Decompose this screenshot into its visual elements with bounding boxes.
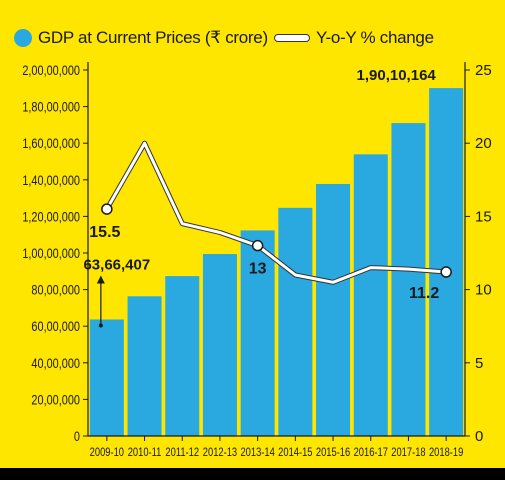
yoy-label-mid: 13 — [249, 261, 267, 278]
bar-2012-13 — [202, 254, 237, 436]
left-tick-label: 20,00,000 — [31, 392, 80, 408]
first-bar-pointer-head — [96, 275, 105, 284]
yoy-label-first: 15.5 — [89, 224, 120, 241]
yoy-marker — [101, 203, 113, 215]
x-tick-label: 2013-14 — [240, 446, 274, 459]
footer-strip — [0, 468, 505, 480]
bar-2009-10 — [89, 319, 124, 436]
legend-label-gdp: GDP at Current Prices (₹ crore) — [38, 28, 268, 47]
right-tick-label: 15 — [475, 208, 492, 225]
left-tick-label: 40,00,000 — [31, 356, 80, 372]
right-tick-label: 0 — [475, 428, 483, 445]
right-tick-label: 20 — [475, 135, 492, 152]
yoy-marker — [251, 239, 264, 252]
bar-2011-12 — [165, 276, 200, 436]
last-bar-label: 1,90,10,164 — [357, 67, 437, 84]
legend-item-gdp: GDP at Current Prices (₹ crore) — [14, 26, 268, 50]
bar-2017-18 — [391, 123, 426, 436]
left-tick-label: 1,00,00,000 — [22, 246, 80, 262]
combo-chart: 0 20,00,000 40,00,000 60,00,000 80,00,000 1,0… — [22, 62, 492, 459]
x-tick-label: 2017-18 — [391, 446, 425, 459]
legend-item-yoy: Y-o-Y % change — [274, 26, 434, 50]
bar-2010-11 — [127, 296, 162, 436]
yoy-line — [105, 141, 448, 284]
x-tick-label: 2014-15 — [278, 446, 312, 459]
legend-swatch-yoy — [274, 34, 310, 42]
left-tick-label: 0 — [74, 429, 80, 445]
legend-label-yoy: Y-o-Y % change — [316, 28, 434, 47]
x-tick-label: 2012-13 — [203, 446, 237, 459]
yoy-marker — [440, 266, 452, 278]
legend-swatch-gdp — [14, 29, 32, 47]
left-tick-label: 1,60,00,000 — [22, 136, 80, 152]
x-tick-label: 2011-12 — [165, 446, 199, 459]
chart-canvas: GDP at Current Prices (₹ crore) Y-o-Y % … — [0, 0, 505, 468]
bar-2013-14 — [240, 230, 275, 436]
left-tick-label: 2,00,00,000 — [22, 63, 80, 79]
first-bar-pointer-dot — [98, 323, 103, 328]
left-tick-label: 1,40,00,000 — [22, 173, 80, 189]
bar-2018-19 — [429, 88, 464, 436]
x-tick-label: 2010-11 — [128, 446, 162, 459]
x-tick-label: 2016-17 — [354, 446, 388, 459]
x-tick-label: 2018-19 — [429, 446, 463, 459]
bar-2016-17 — [353, 154, 388, 436]
left-tick-label: 1,20,00,000 — [22, 209, 80, 225]
right-tick-label: 25 — [475, 62, 492, 79]
x-tick-label: 2015-16 — [316, 446, 350, 459]
bar-2015-16 — [316, 183, 351, 436]
bar-2014-15 — [278, 207, 313, 436]
x-tick-label: 2009-10 — [90, 446, 124, 459]
left-tick-label: 1,80,00,000 — [22, 99, 80, 115]
right-tick-label: 5 — [475, 355, 483, 372]
left-tick-label: 80,00,000 — [31, 282, 80, 298]
yoy-label-last: 11.2 — [409, 285, 439, 302]
first-bar-label: 63,66,407 — [83, 256, 150, 273]
right-tick-label: 10 — [475, 282, 492, 299]
left-tick-label: 60,00,000 — [31, 319, 80, 335]
